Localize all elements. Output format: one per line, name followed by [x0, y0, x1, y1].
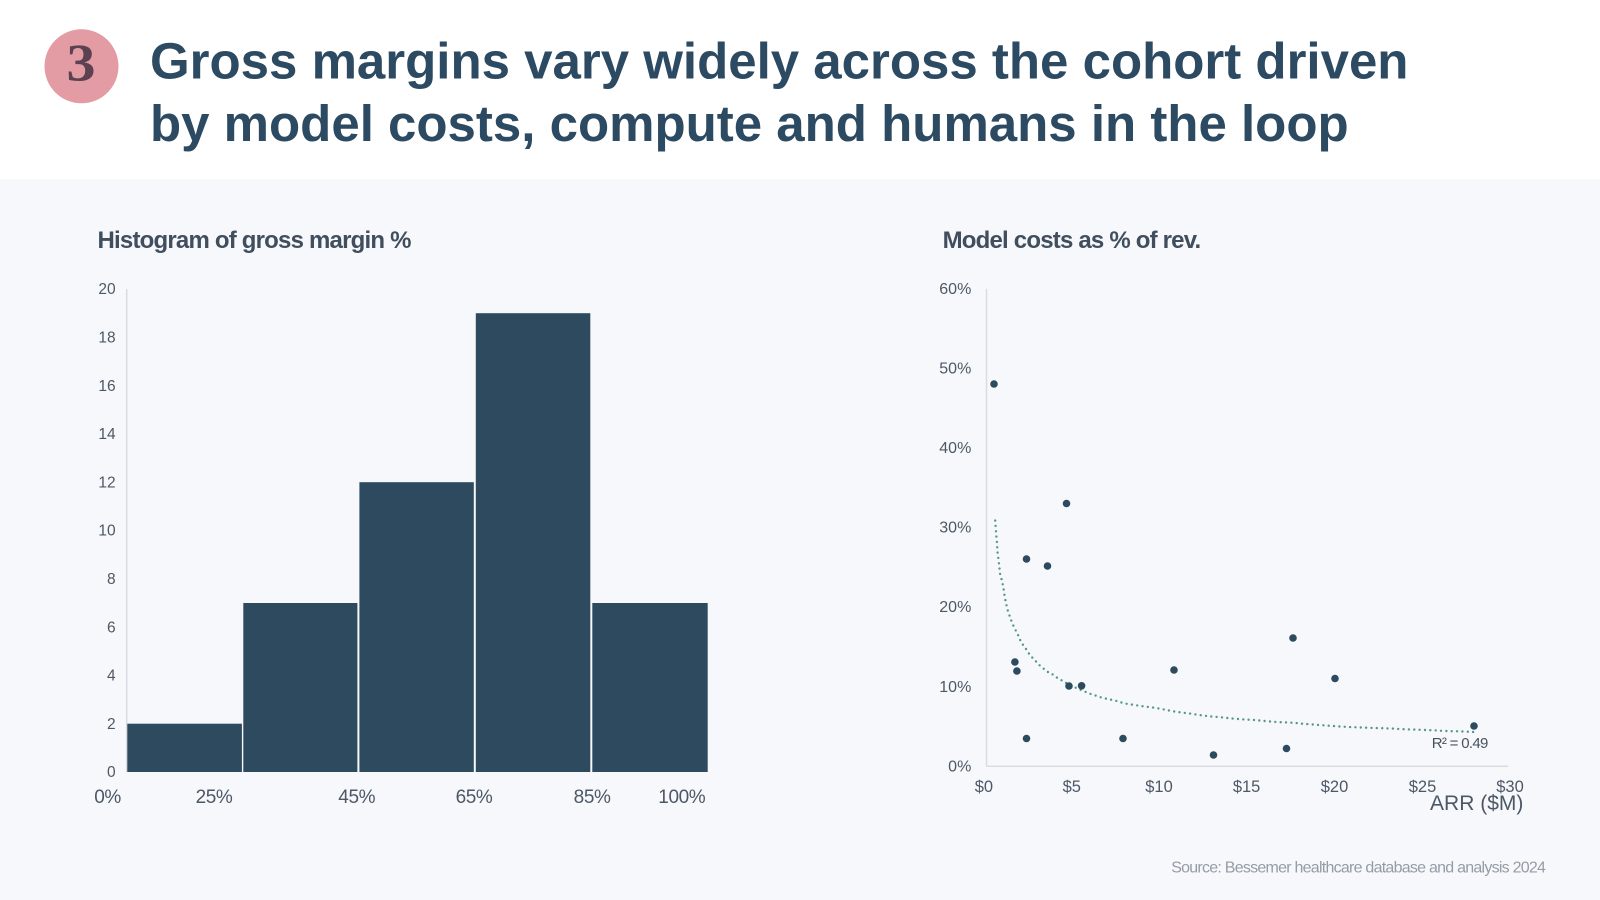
svg-text:50%: 50% [939, 361, 971, 378]
svg-text:$10: $10 [1145, 778, 1173, 796]
svg-text:85%: 85% [574, 787, 611, 808]
svg-text:0%: 0% [94, 787, 121, 808]
svg-text:40%: 40% [939, 440, 971, 457]
svg-text:$25: $25 [1409, 778, 1437, 796]
svg-text:Model costs as % of rev.: Model costs as % of rev. [943, 227, 1201, 254]
svg-text:20: 20 [98, 281, 116, 298]
svg-text:$15: $15 [1233, 778, 1261, 796]
svg-text:25%: 25% [196, 787, 233, 808]
svg-text:0: 0 [107, 764, 116, 781]
svg-text:$30: $30 [1496, 778, 1524, 796]
svg-text:8: 8 [107, 571, 116, 588]
svg-text:2: 2 [107, 716, 116, 733]
svg-text:18: 18 [98, 330, 115, 347]
svg-text:Histogram of gross margin %: Histogram of gross margin % [98, 227, 412, 254]
svg-text:45%: 45% [338, 787, 375, 808]
svg-text:Source: Bessemer healthcare da: Source: Bessemer healthcare database and… [1171, 860, 1546, 877]
svg-text:$20: $20 [1321, 778, 1349, 796]
svg-text:60%: 60% [939, 281, 971, 298]
svg-text:12: 12 [98, 474, 115, 491]
svg-text:20%: 20% [939, 599, 971, 616]
svg-text:16: 16 [98, 378, 115, 395]
svg-text:14: 14 [98, 426, 116, 443]
svg-text:R² = 0.49: R² = 0.49 [1432, 735, 1488, 752]
svg-text:65%: 65% [456, 787, 493, 808]
svg-text:30%: 30% [939, 520, 971, 537]
svg-text:100%: 100% [658, 787, 706, 808]
svg-text:6: 6 [107, 619, 116, 636]
svg-text:$0: $0 [975, 778, 993, 796]
svg-text:by model costs, compute and hu: by model costs, compute and humans in th… [150, 95, 1349, 152]
svg-text:10: 10 [98, 523, 116, 540]
svg-text:3: 3 [67, 34, 96, 92]
svg-text:4: 4 [107, 668, 116, 685]
svg-text:Gross margins vary widely acro: Gross margins vary widely across the coh… [150, 32, 1408, 89]
svg-text:$5: $5 [1063, 778, 1081, 796]
svg-text:10%: 10% [939, 679, 971, 696]
svg-text:0%: 0% [948, 758, 971, 775]
svg-text:ARR ($M): ARR ($M) [1430, 792, 1523, 815]
